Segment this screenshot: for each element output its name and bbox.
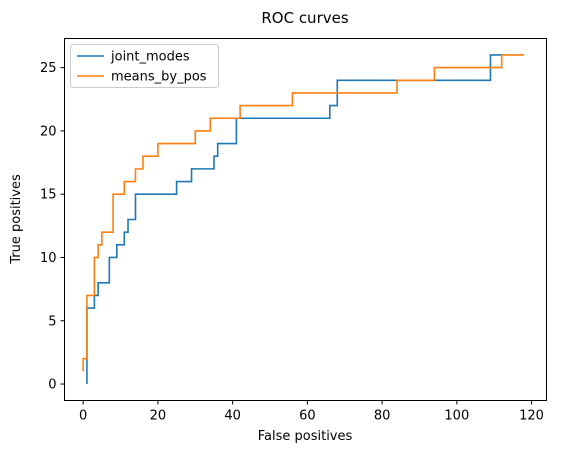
x-tick-label: 40: [224, 409, 241, 424]
x-tick-label: 60: [299, 409, 316, 424]
x-tick-label: 100: [444, 409, 469, 424]
legend-label-means-by-pos: means_by_pos: [111, 70, 207, 85]
y-tick-label: 10: [40, 251, 57, 266]
legend: joint_modes means_by_pos: [70, 44, 219, 88]
x-tick-label: 20: [150, 409, 167, 424]
chart-title: ROC curves: [261, 9, 348, 27]
y-tick-label: 5: [48, 314, 56, 329]
legend-box: [70, 44, 219, 88]
y-axis-ticks: 0 5 10 15 20 25: [40, 61, 65, 393]
x-tick-label: 0: [79, 409, 87, 424]
x-tick-label: 120: [519, 409, 544, 424]
y-tick-label: 15: [40, 188, 57, 203]
x-axis-ticks: 0 20 40 60 80 100 120: [79, 400, 544, 424]
series-line-means-by-pos: [82, 54, 525, 372]
x-tick-label: 80: [374, 409, 391, 424]
legend-label-joint-modes: joint_modes: [110, 50, 190, 65]
y-tick-label: 20: [40, 124, 57, 139]
series-line-joint-modes: [86, 54, 502, 385]
plot-area: [82, 54, 525, 385]
y-tick-label: 25: [40, 61, 57, 76]
y-tick-label: 0: [48, 378, 56, 393]
x-axis-label: False positives: [258, 429, 353, 444]
plot-frame: [64, 38, 547, 401]
y-axis-label: True positives: [9, 174, 24, 265]
